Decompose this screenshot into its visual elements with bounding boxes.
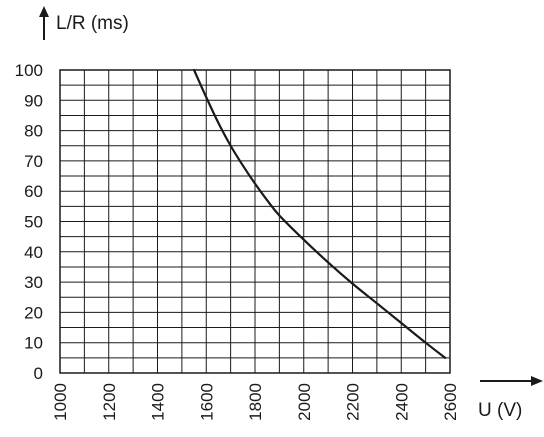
y-tick-label: 30 bbox=[24, 273, 43, 292]
y-tick-label: 60 bbox=[24, 182, 43, 201]
y-tick-label: 100 bbox=[15, 61, 43, 80]
y-tick-label: 50 bbox=[24, 213, 43, 232]
plot-frame bbox=[59, 69, 451, 374]
y-tick-label: 20 bbox=[24, 303, 43, 322]
y-tick-label: 40 bbox=[24, 243, 43, 262]
y-axis-title: L/R (ms) bbox=[56, 13, 129, 34]
x-tick-label: 1000 bbox=[51, 383, 70, 421]
x-tick-label: 1600 bbox=[197, 383, 216, 421]
y-axis-arrowhead bbox=[39, 6, 49, 17]
series-layer bbox=[192, 68, 447, 359]
y-tick-label: 70 bbox=[24, 152, 43, 171]
x-tick-label: 2200 bbox=[344, 383, 363, 421]
chart-grid bbox=[59, 69, 451, 374]
y-tick-labels: 0 10 20 30 40 50 60 70 80 90 100 bbox=[15, 61, 43, 383]
x-tick-label: 1200 bbox=[100, 383, 119, 421]
y-tick-label: 10 bbox=[24, 334, 43, 353]
x-tick-label: 2400 bbox=[392, 383, 411, 421]
y-tick-label: 0 bbox=[34, 364, 43, 383]
y-tick-label: 80 bbox=[24, 122, 43, 141]
x-tick-label: 1400 bbox=[149, 383, 168, 421]
x-axis-arrowhead bbox=[531, 376, 543, 386]
x-tick-label: 2600 bbox=[441, 383, 460, 421]
x-tick-label: 2000 bbox=[295, 383, 314, 421]
series-line bbox=[192, 68, 447, 359]
x-tick-label: 1800 bbox=[246, 383, 265, 421]
x-axis-title: U (V) bbox=[478, 400, 522, 421]
x-tick-labels: 1000 1200 1400 1600 1800 2000 2200 2400 2600 bbox=[51, 383, 460, 421]
y-tick-label: 90 bbox=[24, 91, 43, 110]
